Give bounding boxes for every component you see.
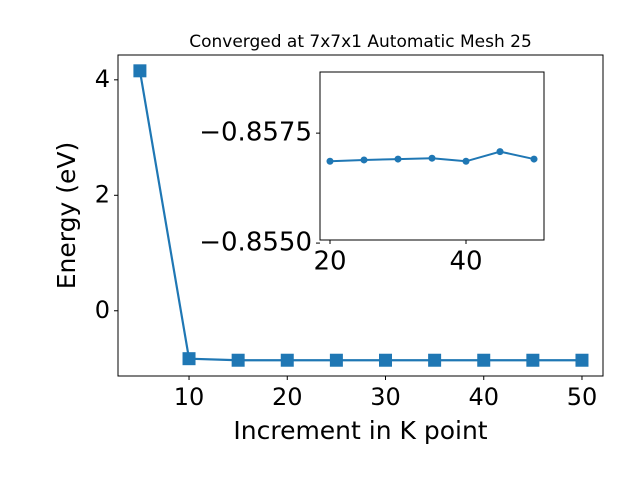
y-tick-label: −0.8550 [199,228,312,258]
x-tick-label: 20 [272,383,303,411]
marker [496,148,504,156]
y-tick-label: −0.8575 [199,118,312,148]
y-tick-label: 0 [95,296,110,324]
marker [326,157,334,165]
x-axis-label: Increment in K point [233,416,487,445]
marker [477,353,491,367]
marker [428,154,436,162]
marker [575,353,589,367]
x-tick-label: 40 [449,247,482,277]
marker [394,155,402,163]
marker [462,157,470,165]
marker [182,352,196,366]
marker [280,353,294,367]
marker [329,353,343,367]
x-tick-label: 50 [567,383,598,411]
marker [526,353,540,367]
x-tick-label: 40 [468,383,499,411]
marker [428,353,442,367]
marker [360,156,368,164]
marker [231,353,245,367]
marker [530,155,538,163]
x-tick-label: 10 [174,383,205,411]
y-axis-label: Energy (eV) [52,142,81,289]
y-tick-label: 2 [95,180,110,208]
chart-title: Converged at 7x7x1 Automatic Mesh 25 [189,32,532,52]
y-tick-label: 4 [95,65,110,93]
series-line [138,70,582,362]
marker [133,64,147,78]
marker [379,353,393,367]
x-tick-label: 30 [370,383,401,411]
x-tick-label: 20 [313,247,346,277]
